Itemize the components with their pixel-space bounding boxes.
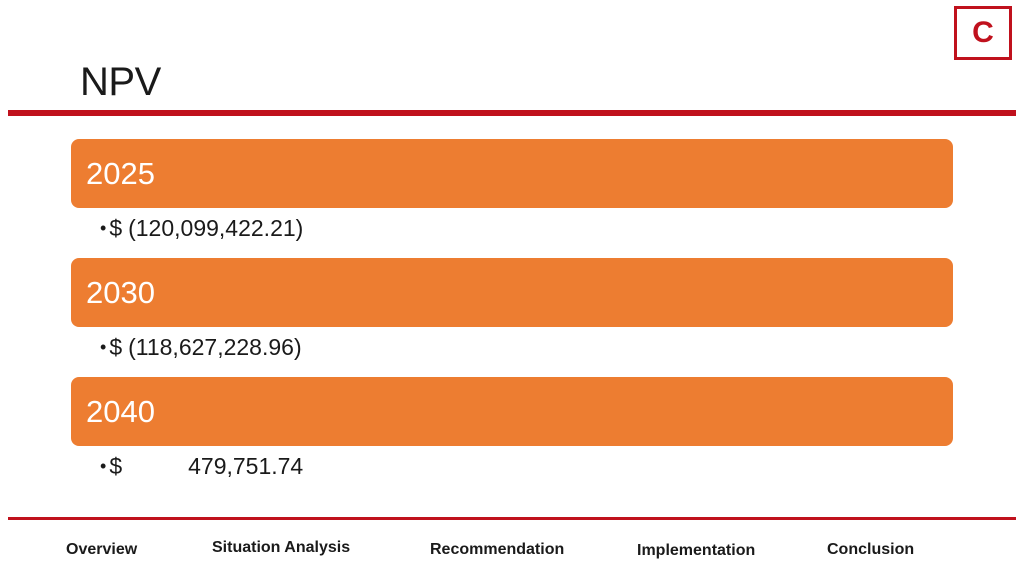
npv-value-row-2025: • $ (120,099,422.21) <box>100 213 303 243</box>
nav-implementation[interactable]: Implementation <box>637 542 756 559</box>
bullet-icon: • <box>100 455 107 476</box>
nav-conclusion[interactable]: Conclusion <box>827 541 915 558</box>
year-label: 2040 <box>86 393 155 429</box>
page-title: NPV <box>80 60 161 104</box>
npv-value-row-2040: • $ 479,751.74 <box>100 451 303 481</box>
bullet-icon: • <box>100 217 107 238</box>
currency-symbol: $ <box>109 214 123 241</box>
bullet-icon: • <box>100 336 107 357</box>
nav-overview[interactable]: Overview <box>66 541 138 558</box>
nav-situation-analysis[interactable]: Situation Analysis <box>212 539 351 556</box>
bottom-divider <box>8 517 1016 520</box>
logo-letter: C <box>972 16 994 49</box>
year-bar-2030: 2030 <box>71 258 953 327</box>
currency-symbol: $ <box>109 452 123 479</box>
npv-amount: (118,627,228.96) <box>128 333 302 360</box>
year-bar-2040: 2040 <box>71 377 953 446</box>
logo-badge: C <box>954 6 1012 60</box>
npv-amount: (120,099,422.21) <box>128 214 304 241</box>
year-label: 2030 <box>86 274 155 310</box>
currency-symbol: $ <box>109 333 123 360</box>
npv-amount: 479,751.74 <box>188 452 304 479</box>
year-label: 2025 <box>86 155 155 191</box>
npv-value-row-2030: • $ (118,627,228.96) <box>100 332 302 362</box>
nav-recommendation[interactable]: Recommendation <box>430 541 565 558</box>
year-bar-2025: 2025 <box>71 139 953 208</box>
top-divider <box>8 110 1016 116</box>
